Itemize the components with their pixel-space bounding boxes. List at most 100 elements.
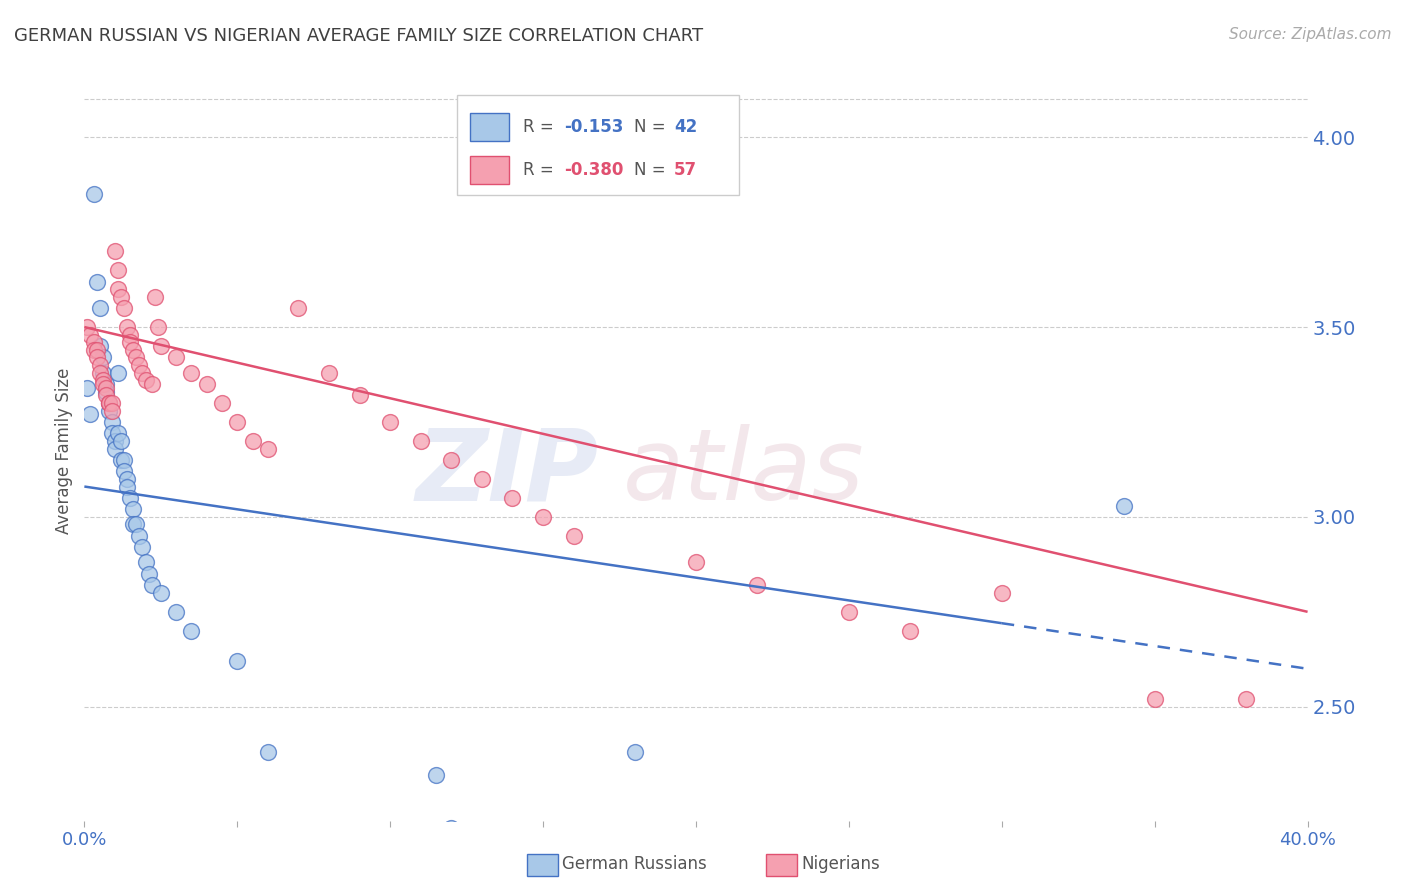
Point: [91, 373, 114, 387]
Point: [242, 434, 264, 448]
Point: [115, 320, 138, 334]
Point: [747, 578, 769, 592]
Point: [1114, 499, 1136, 513]
Point: [143, 290, 166, 304]
Point: [131, 541, 153, 555]
Point: [112, 301, 135, 315]
Point: [125, 351, 148, 365]
Point: [104, 442, 127, 456]
Point: [128, 358, 150, 372]
Point: [101, 426, 124, 441]
Point: [110, 290, 132, 304]
Text: Source: ZipAtlas.com: Source: ZipAtlas.com: [1229, 27, 1392, 42]
Text: R =: R =: [523, 118, 560, 136]
Point: [624, 745, 647, 759]
Point: [128, 529, 150, 543]
FancyBboxPatch shape: [470, 156, 509, 184]
Point: [318, 366, 340, 380]
Point: [101, 403, 124, 417]
Point: [409, 434, 432, 448]
Point: [257, 745, 280, 759]
Point: [226, 415, 249, 429]
Text: atlas: atlas: [623, 425, 865, 521]
Point: [112, 453, 135, 467]
Text: N =: N =: [634, 161, 671, 179]
Point: [125, 517, 148, 532]
Point: [211, 396, 233, 410]
Point: [94, 388, 117, 402]
Point: [83, 343, 105, 357]
FancyBboxPatch shape: [470, 113, 509, 141]
Point: [471, 472, 494, 486]
Point: [135, 556, 157, 570]
Point: [89, 301, 111, 315]
Point: [180, 366, 202, 380]
Text: 57: 57: [673, 161, 697, 179]
Point: [97, 396, 120, 410]
Point: [91, 366, 114, 380]
Point: [141, 377, 163, 392]
Text: N =: N =: [634, 118, 671, 136]
Point: [104, 244, 127, 259]
Point: [83, 187, 105, 202]
Point: [86, 343, 108, 357]
Point: [91, 351, 114, 365]
Point: [440, 453, 463, 467]
Point: [115, 472, 138, 486]
Point: [257, 442, 280, 456]
Text: -0.380: -0.380: [564, 161, 623, 179]
Point: [89, 366, 111, 380]
Point: [440, 822, 463, 836]
Point: [991, 586, 1014, 600]
Point: [107, 282, 129, 296]
Point: [149, 339, 172, 353]
Point: [76, 381, 98, 395]
Point: [110, 434, 132, 448]
Point: [146, 320, 169, 334]
Point: [97, 396, 120, 410]
Text: Nigerians: Nigerians: [801, 855, 880, 873]
Point: [138, 566, 160, 581]
Point: [135, 373, 157, 387]
Point: [380, 415, 402, 429]
FancyBboxPatch shape: [457, 95, 738, 195]
Point: [107, 366, 129, 380]
Text: ZIP: ZIP: [415, 425, 598, 521]
Point: [79, 327, 101, 342]
Point: [165, 605, 187, 619]
Point: [94, 384, 117, 399]
Point: [94, 381, 117, 395]
Point: [79, 408, 101, 422]
Point: [120, 327, 142, 342]
Point: [76, 320, 98, 334]
Point: [120, 335, 142, 350]
Point: [349, 388, 371, 402]
Text: R =: R =: [523, 161, 560, 179]
Point: [131, 366, 153, 380]
Point: [226, 654, 249, 668]
Point: [685, 556, 707, 570]
Point: [97, 403, 120, 417]
Point: [94, 377, 117, 392]
Point: [180, 624, 202, 638]
Point: [898, 624, 921, 638]
Point: [165, 351, 187, 365]
Point: [107, 263, 129, 277]
Point: [112, 464, 135, 478]
Text: GERMAN RUSSIAN VS NIGERIAN AVERAGE FAMILY SIZE CORRELATION CHART: GERMAN RUSSIAN VS NIGERIAN AVERAGE FAMIL…: [14, 27, 703, 45]
Point: [120, 491, 142, 505]
Point: [562, 529, 585, 543]
Text: -0.153: -0.153: [564, 118, 623, 136]
Point: [91, 377, 114, 392]
Point: [838, 605, 860, 619]
Point: [122, 343, 145, 357]
Point: [425, 768, 447, 782]
Point: [101, 415, 124, 429]
Point: [86, 275, 108, 289]
Text: German Russians: German Russians: [562, 855, 707, 873]
Point: [83, 335, 105, 350]
Point: [149, 586, 172, 600]
Point: [1143, 692, 1166, 706]
Y-axis label: Average Family Size: Average Family Size: [55, 368, 73, 533]
Point: [141, 578, 163, 592]
